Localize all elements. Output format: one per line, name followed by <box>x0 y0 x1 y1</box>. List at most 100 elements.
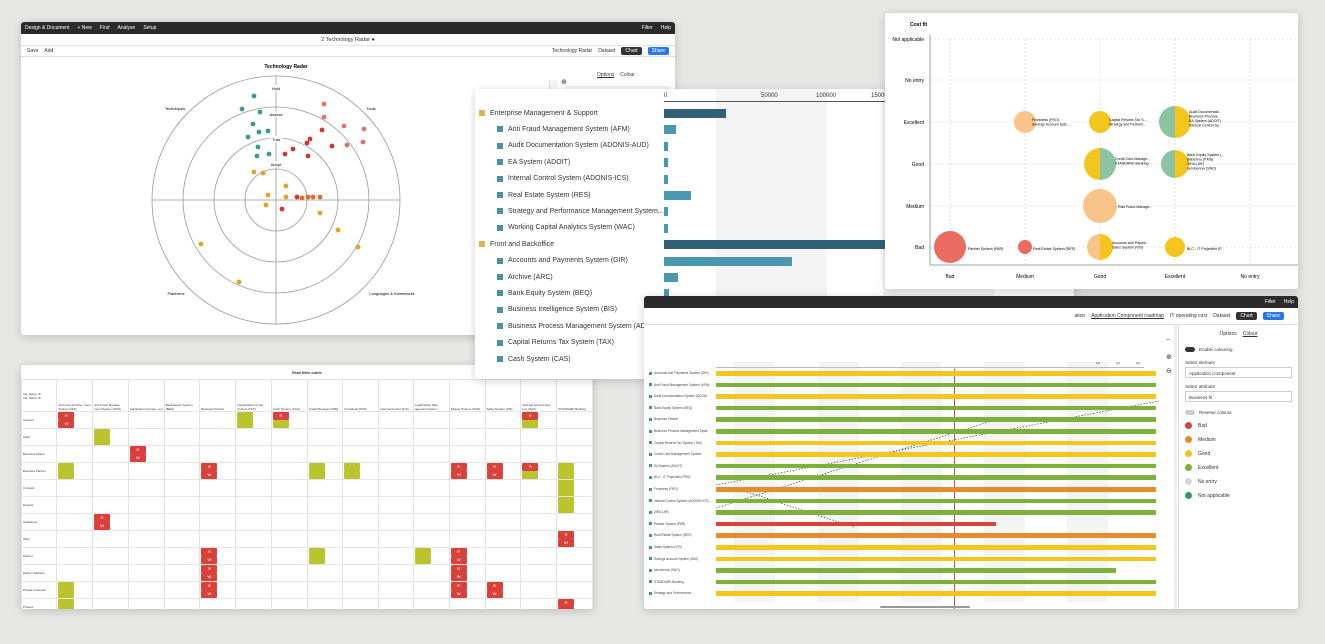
read-chip[interactable] <box>58 582 75 590</box>
roadmap-bar[interactable] <box>716 568 1116 573</box>
matrix-row-header[interactable]: Deposit <box>21 496 58 514</box>
zoom-in-icon[interactable]: ⊕ <box>561 79 567 86</box>
matrix-cell[interactable] <box>412 462 450 480</box>
roadmap-bar[interactable] <box>716 475 1156 480</box>
view-partial[interactable]: ation <box>1074 313 1086 319</box>
matrix-cell[interactable] <box>378 496 414 514</box>
write-chip[interactable]: W <box>486 471 503 479</box>
matrix-cell[interactable] <box>484 411 522 429</box>
matrix-cell[interactable] <box>199 479 237 497</box>
matrix-cell[interactable] <box>163 513 201 531</box>
radar-blip[interactable] <box>360 139 366 145</box>
write-chip[interactable] <box>558 488 575 496</box>
matrix-cell[interactable] <box>56 581 94 599</box>
matrix-cell[interactable] <box>342 598 380 609</box>
matrix-column-header[interactable]: Anti Fraud Manage. ment System (AFM) <box>92 379 129 412</box>
roadmap-bar[interactable] <box>716 463 1156 469</box>
read-chip[interactable]: R <box>450 463 467 471</box>
matrix-column-header[interactable]: Legitimation Man. agement System <box>412 379 450 412</box>
tree-item-row[interactable]: Internal Control System (ADONIS-ICS) <box>475 171 629 187</box>
matrix-cell[interactable] <box>270 462 308 480</box>
matrix-cell[interactable] <box>306 513 344 531</box>
radar-blip[interactable] <box>283 183 289 189</box>
matrix-cell[interactable] <box>127 411 165 429</box>
matrix-cell[interactable] <box>199 513 237 531</box>
dataset-button[interactable]: Dataset <box>598 48 616 54</box>
matrix-cell[interactable] <box>306 479 344 497</box>
matrix-row-header[interactable]: Offer <box>21 530 58 548</box>
bubble-half[interactable] <box>1161 150 1175 178</box>
gantt-row-label[interactable]: Partner System (PAR) <box>644 520 716 528</box>
write-chip[interactable] <box>522 420 539 428</box>
horizontal-scrollbar[interactable] <box>880 606 970 608</box>
matrix-cell[interactable] <box>484 479 522 497</box>
roadmap-bar[interactable] <box>716 510 1156 515</box>
radar-blip[interactable] <box>257 109 263 115</box>
write-chip[interactable]: W <box>201 573 218 581</box>
tree-group-row[interactable]: Enterprise Management & Support <box>475 105 598 121</box>
matrix-cell[interactable] <box>448 428 486 446</box>
matrix-cell[interactable]: RW <box>56 411 94 429</box>
matrix-cell[interactable]: RW <box>556 598 593 609</box>
matrix-cell[interactable]: RW <box>127 445 165 463</box>
read-chip[interactable]: R <box>522 412 539 420</box>
matrix-cell[interactable] <box>199 428 237 446</box>
radar-blip[interactable] <box>263 202 269 208</box>
matrix-cell[interactable] <box>235 598 272 609</box>
matrix-cell[interactable] <box>520 479 558 497</box>
bubble[interactable] <box>934 231 966 263</box>
radar-blip[interactable] <box>305 153 311 159</box>
matrix-cell[interactable] <box>163 598 201 609</box>
radar-blip[interactable] <box>290 146 296 152</box>
radar-blip[interactable] <box>361 126 367 132</box>
matrix-column-header[interactable]: Cash System (CAS) <box>270 379 308 412</box>
matrix-cell[interactable] <box>92 581 129 599</box>
radar-blip[interactable] <box>307 136 313 142</box>
radar-blip[interactable] <box>310 194 316 200</box>
matrix-cell[interactable] <box>270 530 308 548</box>
matrix-row-header[interactable]: Audit <box>21 428 58 446</box>
matrix-cell[interactable] <box>520 547 558 565</box>
matrix-cell[interactable] <box>92 598 129 609</box>
matrix-cell[interactable] <box>163 496 201 514</box>
matrix-cell[interactable]: RW <box>448 581 486 599</box>
matrix-cell[interactable] <box>484 428 522 446</box>
write-chip[interactable] <box>414 556 431 564</box>
tree-group-row[interactable]: Front and Backoffice <box>475 236 554 252</box>
save-button[interactable]: Save <box>27 48 39 54</box>
matrix-cell[interactable] <box>342 513 380 531</box>
read-chip[interactable]: R <box>522 463 539 471</box>
matrix-cell[interactable]: R <box>270 411 308 429</box>
view-button[interactable]: Technology Radar <box>551 48 593 54</box>
matrix-row-header[interactable]: Account <box>21 411 58 429</box>
matrix-cell[interactable] <box>556 411 593 429</box>
chart-button[interactable]: Chart <box>1236 312 1257 320</box>
matrix-cell[interactable] <box>235 513 272 531</box>
matrix-cell[interactable] <box>56 547 94 565</box>
matrix-cell[interactable] <box>56 462 94 480</box>
roadmap-bar[interactable] <box>716 591 1156 596</box>
matrix-column-header[interactable]: STANDARD Banking <box>556 379 593 412</box>
write-chip[interactable]: W <box>129 454 146 462</box>
matrix-cell[interactable] <box>306 547 344 565</box>
matrix-cell[interactable] <box>270 598 308 609</box>
cost-bar[interactable] <box>664 158 668 168</box>
matrix-cell[interactable] <box>163 445 201 463</box>
write-chip[interactable] <box>272 420 289 428</box>
bubble[interactable] <box>1018 240 1032 254</box>
read-chip[interactable] <box>237 412 254 420</box>
matrix-cell[interactable] <box>520 530 558 548</box>
matrix-cell[interactable] <box>342 530 380 548</box>
matrix-cell[interactable] <box>56 513 94 531</box>
cost-bar[interactable] <box>664 207 668 217</box>
dataset-button[interactable]: Dataset <box>1213 313 1231 319</box>
matrix-cell[interactable] <box>412 411 450 429</box>
bubble-half[interactable] <box>1100 234 1113 260</box>
matrix-cell[interactable] <box>342 496 380 514</box>
matrix-cell[interactable] <box>235 445 272 463</box>
zoom-reset-icon[interactable]: ⊖ <box>1166 368 1172 375</box>
tree-item-row[interactable]: Bank Equity System (BEQ) <box>475 285 592 301</box>
matrix-cell[interactable] <box>306 581 344 599</box>
write-chip[interactable]: W <box>486 590 503 598</box>
roadmap-bar[interactable] <box>716 533 1156 538</box>
